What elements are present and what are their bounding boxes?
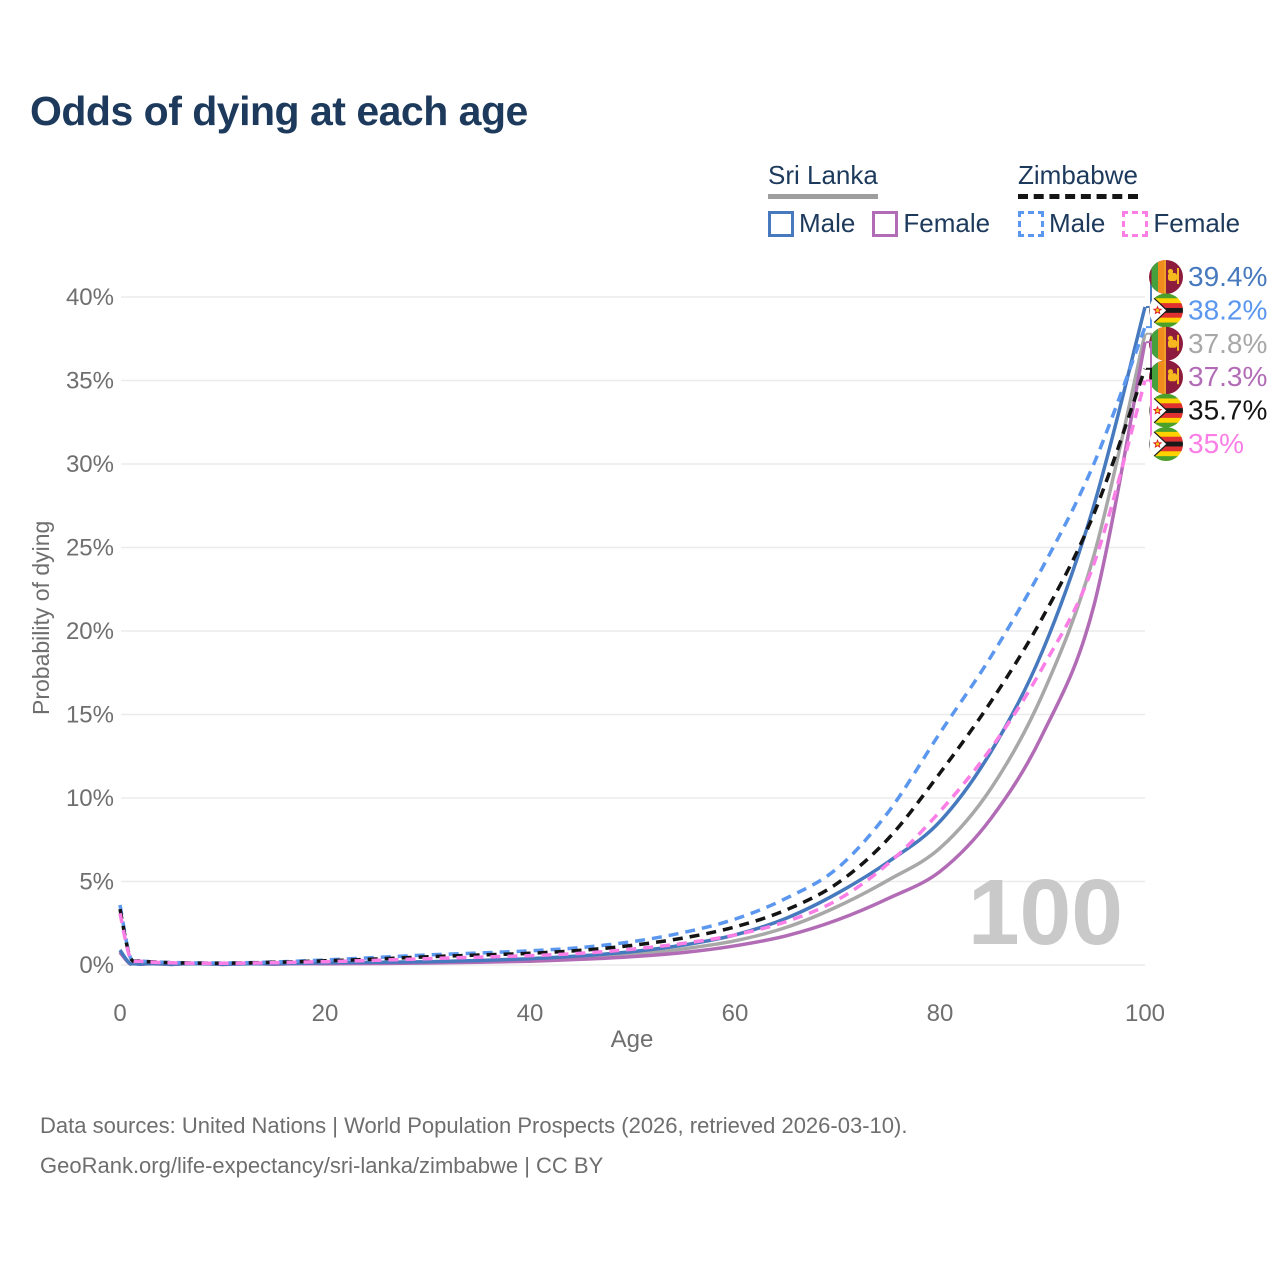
footer-attribution: GeoRank.org/life-expectancy/sri-lanka/zi…	[40, 1153, 604, 1178]
sri-lanka-flag-icon	[1149, 326, 1183, 361]
legend-group-sri-lanka: Sri Lanka Male Female	[768, 160, 990, 239]
y-tick-label: 20%	[66, 618, 114, 645]
y-tick-label: 10%	[66, 785, 114, 812]
end-label-value: 39.4%	[1188, 261, 1267, 292]
legend-label-sri-lanka-male: Male	[799, 208, 856, 238]
legend-label-sri-lanka-female: Female	[903, 208, 991, 238]
legend-checkbox-sri-lanka-male[interactable]	[768, 210, 794, 237]
legend-label-zimbabwe-female: Female	[1153, 208, 1241, 238]
x-tick-label: 20	[312, 1000, 339, 1027]
end-label-value: 35.7%	[1188, 395, 1267, 426]
x-tick-label: 40	[517, 1000, 544, 1027]
series-line-zimbabwe-male	[118, 326, 1147, 965]
y-tick-label: 40%	[66, 284, 114, 311]
series-line-zimbabwe-female	[118, 380, 1147, 966]
legend-checkbox-zimbabwe-female[interactable]	[1122, 210, 1149, 237]
y-tick-label: 35%	[66, 368, 114, 395]
footer-data-sources: Data sources: United Nations | World Pop…	[40, 1113, 908, 1138]
zimbabwe-flag-icon	[1149, 293, 1183, 328]
sri-lanka-flag-icon	[1149, 260, 1183, 294]
legend-title-zimbabwe: Zimbabwe	[1018, 160, 1138, 199]
legend-title-sri-lanka: Sri Lanka	[768, 160, 878, 199]
legend-row-zimbabwe: Male Female	[1018, 208, 1240, 239]
end-label-value: 35%	[1188, 428, 1244, 459]
x-tick-label: 60	[722, 1000, 749, 1027]
page-title: Odds of dying at each age	[30, 88, 528, 134]
y-tick-label: 30%	[66, 451, 114, 478]
zimbabwe-flag-icon	[1149, 427, 1183, 461]
y-tick-label: 25%	[66, 535, 114, 562]
x-tick-label: 80	[927, 1000, 954, 1027]
series-line-zimbabwe-overall	[118, 368, 1147, 965]
series-line-sri-lanka-male	[118, 306, 1147, 967]
legend-label-zimbabwe-male: Male	[1049, 208, 1106, 238]
x-axis-title: Age	[610, 1026, 654, 1053]
legend-checkbox-sri-lanka-female[interactable]	[872, 210, 899, 237]
legend-checkbox-zimbabwe-male[interactable]	[1018, 210, 1044, 237]
x-tick-label: 0	[113, 1000, 126, 1027]
sri-lanka-flag-icon	[1149, 360, 1183, 395]
y-axis-title: Probability of dying	[28, 520, 54, 716]
footer: Data sources: United Nations | World Pop…	[40, 1106, 907, 1186]
y-tick-label: 5%	[79, 869, 114, 896]
y-tick-label: 15%	[66, 702, 114, 729]
series-line-sri-lanka-overall	[118, 333, 1147, 967]
y-tick-label: 0%	[79, 952, 114, 979]
end-label-value: 37.8%	[1188, 328, 1267, 359]
end-label-value: 38.2%	[1188, 294, 1267, 325]
x-tick-label: 100	[1125, 1000, 1165, 1027]
legend-row-sri-lanka: Male Female	[768, 208, 990, 239]
end-label-value: 37.3%	[1188, 361, 1267, 392]
legend-group-zimbabwe: Zimbabwe Male Female	[1018, 160, 1240, 239]
zimbabwe-flag-icon	[1149, 393, 1183, 428]
